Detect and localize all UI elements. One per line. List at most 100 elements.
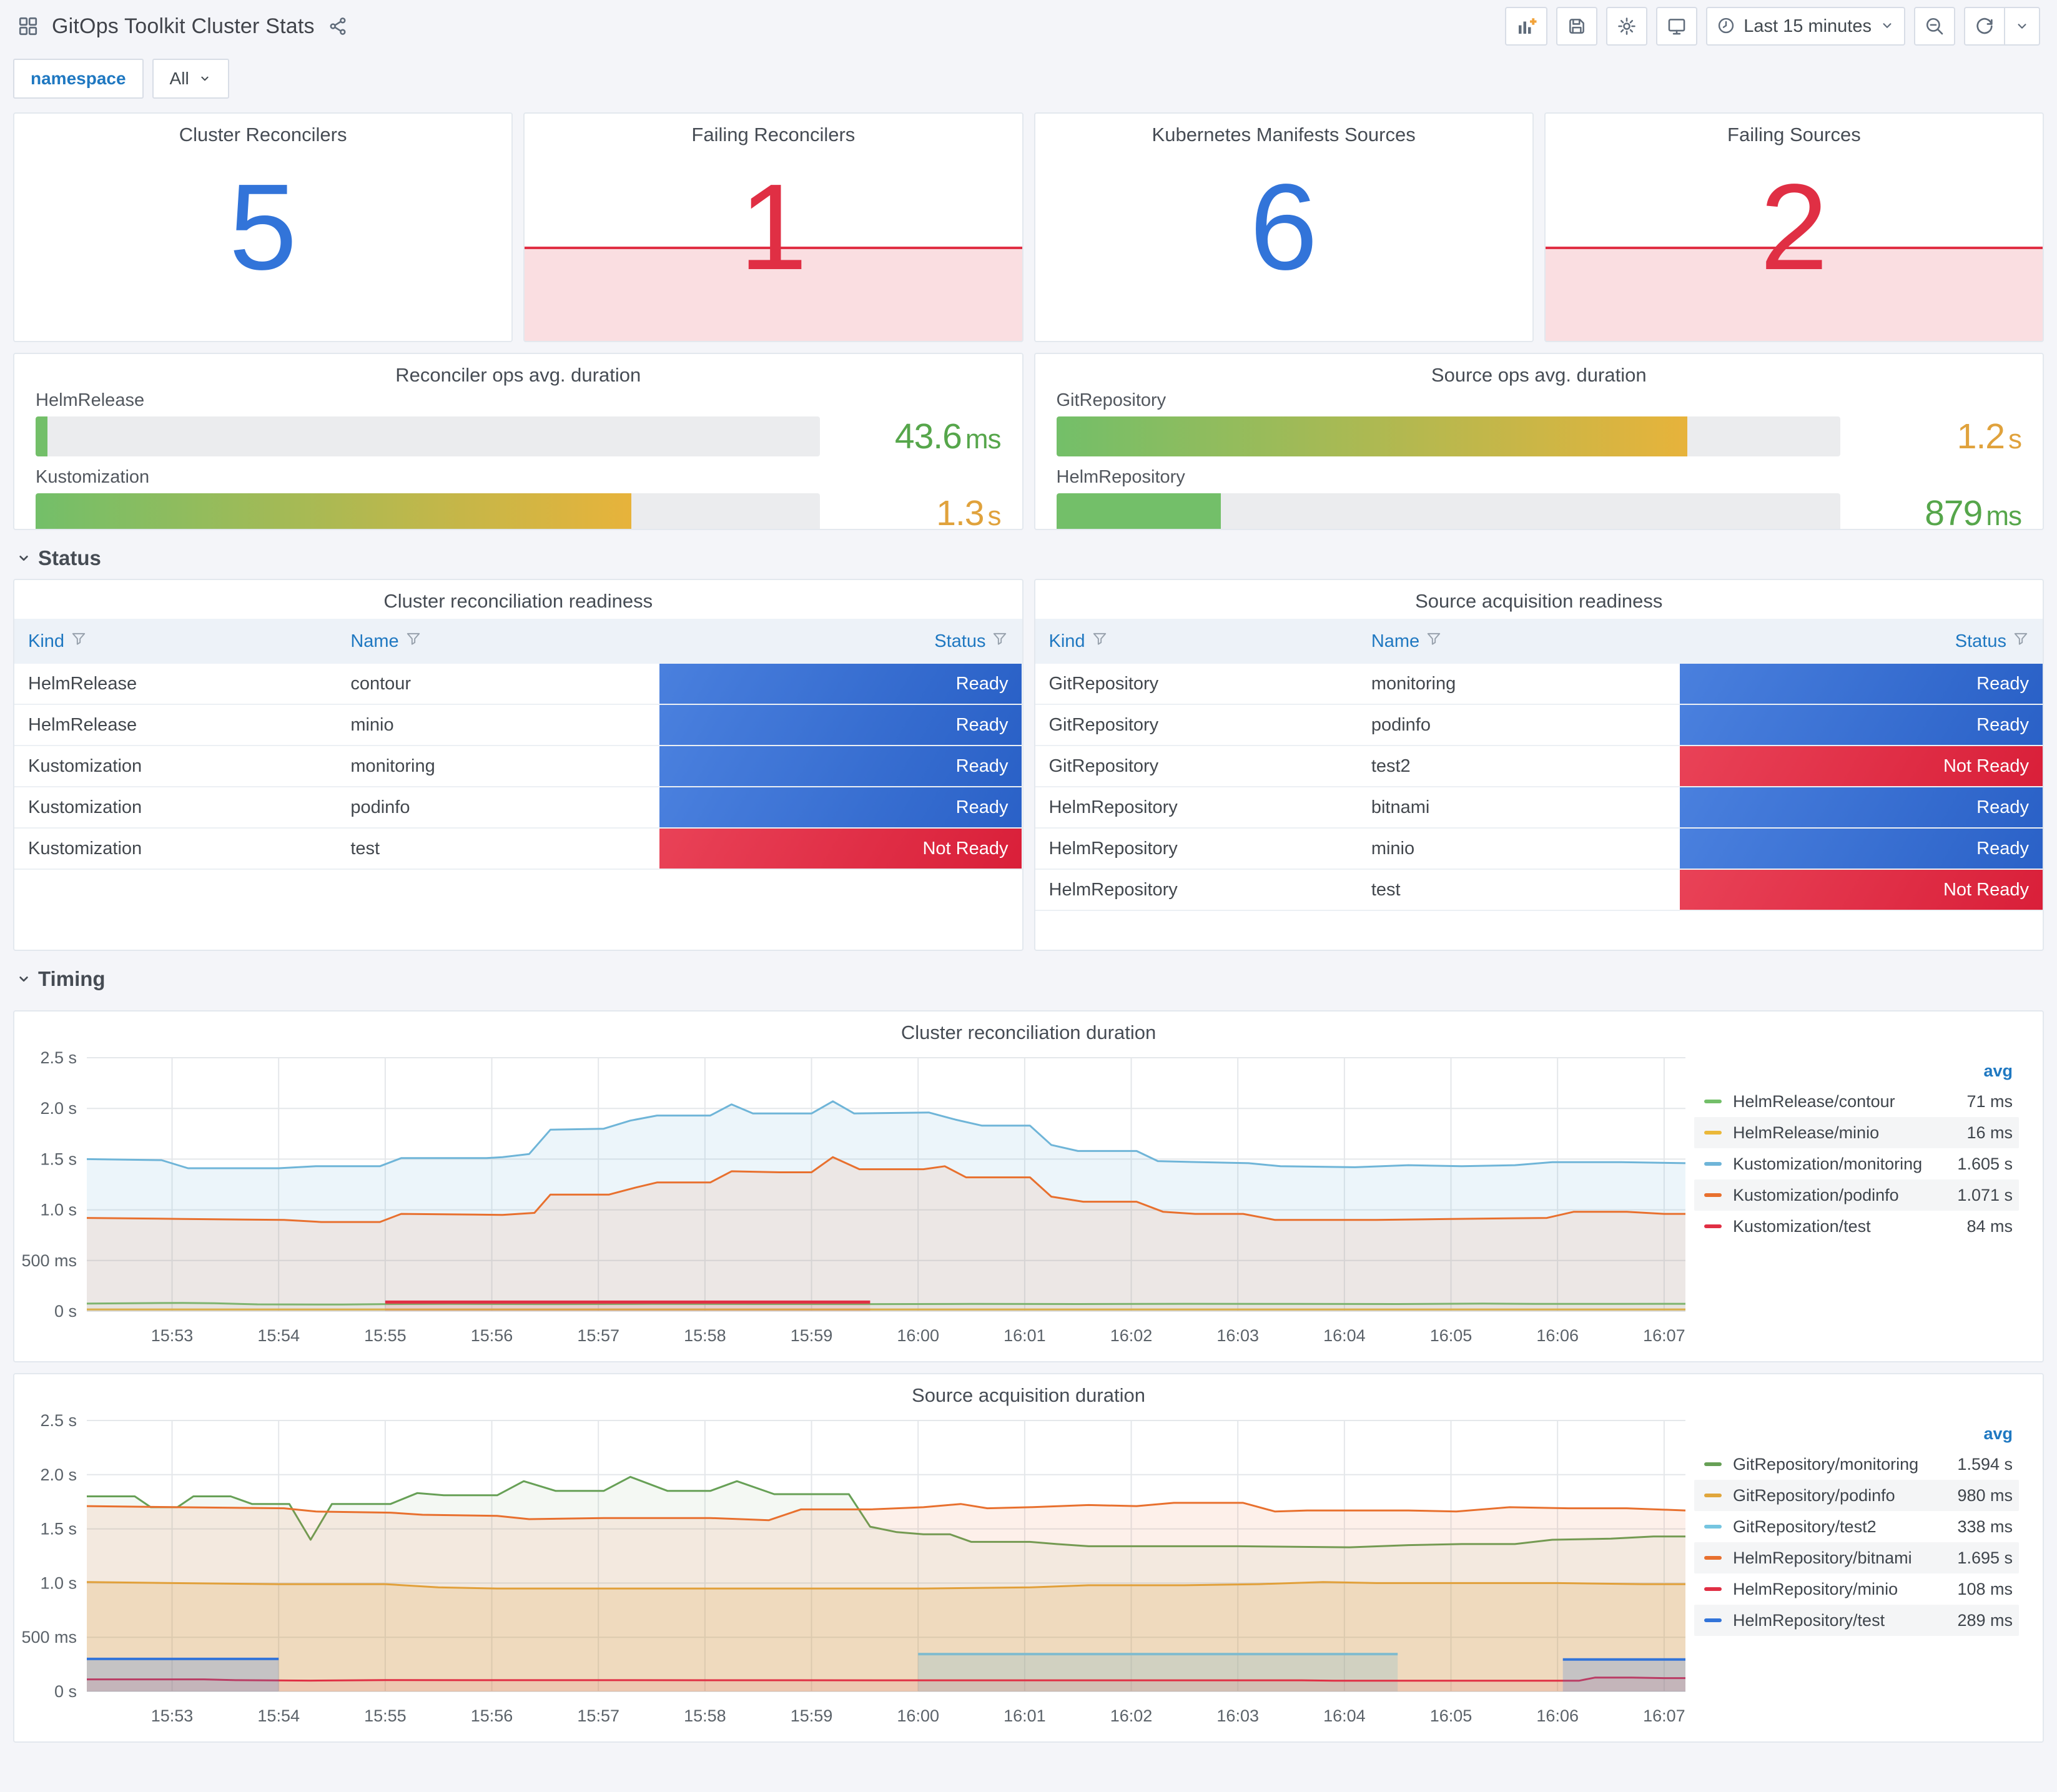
- legend-item[interactable]: Kustomization/podinfo 1.071 s: [1694, 1179, 2019, 1211]
- bar-gauge-panel: Reconciler ops avg. duration HelmRelease 4…: [13, 353, 1024, 530]
- stat-panel: Cluster Reconcilers 5: [13, 112, 513, 342]
- chart-plot-area[interactable]: 0 s 500 ms 1.0 s 1.5 s 2.0 s 2.5 s 15:53 15:54 1…: [14, 1407, 1694, 1736]
- stat-panel: Kubernetes Manifests Sources 6: [1033, 112, 1534, 342]
- svg-text:15:54: 15:54: [257, 1326, 300, 1345]
- share-icon[interactable]: [327, 16, 348, 37]
- legend-series-name: GitRepository/monitoring: [1733, 1454, 1919, 1474]
- cell-name: monitoring: [350, 756, 435, 776]
- section-status[interactable]: Status: [13, 530, 2044, 579]
- legend-item[interactable]: HelmRepository/minio 108 ms: [1694, 1573, 2019, 1605]
- legend-item[interactable]: GitRepository/podinfo 980 ms: [1694, 1480, 2019, 1511]
- cell-name: minio: [350, 714, 394, 735]
- dashboard-settings-button[interactable]: [1606, 7, 1648, 46]
- svg-text:16:06: 16:06: [1536, 1326, 1579, 1345]
- legend-avg-header[interactable]: avg: [1983, 1424, 2013, 1443]
- cell-kind: GitRepository: [1048, 673, 1159, 694]
- chart-plot-area[interactable]: 0 s 500 ms 1.0 s 1.5 s 2.0 s 2.5 s 15:53 15:54 1…: [14, 1044, 1694, 1356]
- cell-status: Ready: [1680, 829, 2043, 869]
- legend-item[interactable]: HelmRelease/contour 71 ms: [1694, 1086, 2019, 1117]
- table-header-name[interactable]: Name: [337, 631, 659, 652]
- stat-value-wrap: 1: [525, 114, 1022, 341]
- gauge-track: [1056, 416, 1840, 456]
- table-row: HelmRepository bitnami Ready: [1035, 787, 2043, 829]
- save-dashboard-button[interactable]: [1556, 7, 1598, 46]
- cell-name: contour: [350, 673, 412, 694]
- chevron-down-icon: [19, 976, 28, 982]
- namespace-variable-value[interactable]: All: [152, 59, 229, 99]
- svg-text:16:00: 16:00: [897, 1326, 939, 1345]
- legend-series-avg: 84 ms: [1966, 1216, 2013, 1236]
- legend-item[interactable]: HelmRepository/test 289 ms: [1694, 1605, 2019, 1636]
- table-row: HelmRelease contour Ready: [14, 664, 1022, 705]
- table-body: GitRepository monitoring Ready GitRepositor…: [1035, 664, 2043, 911]
- table-header-row: Kind Name Status: [14, 619, 1022, 664]
- gauge-panels-row: Reconciler ops avg. duration HelmRelease 4…: [13, 353, 2044, 530]
- legend-item[interactable]: Kustomization/monitoring 1.605 s: [1694, 1148, 2019, 1179]
- svg-text:0 s: 0 s: [54, 1682, 77, 1701]
- namespace-variable-label[interactable]: namespace: [13, 59, 144, 99]
- status-tables-row: Cluster reconciliation readiness Kind Name…: [13, 579, 2044, 951]
- legend-avg-header[interactable]: avg: [1983, 1061, 2013, 1080]
- svg-text:2.0 s: 2.0 s: [40, 1465, 77, 1484]
- zoom-out-button[interactable]: [1914, 7, 1955, 46]
- section-timing[interactable]: Timing: [13, 951, 2044, 1000]
- gauge-row-gitrepository: GitRepository 1.2 s: [1056, 390, 2022, 457]
- legend-series-name: Kustomization/test: [1733, 1216, 1871, 1236]
- refresh-button[interactable]: [1964, 7, 2005, 46]
- chart-title: Cluster reconciliation duration: [900, 1022, 1157, 1043]
- legend-item[interactable]: GitRepository/test2 338 ms: [1694, 1511, 2019, 1542]
- table-header-kind[interactable]: Kind: [14, 631, 337, 652]
- svg-text:16:06: 16:06: [1536, 1706, 1579, 1725]
- svg-text:15:58: 15:58: [684, 1326, 726, 1345]
- readiness-table: Kind Name Status GitRepository monitoring Rea…: [1035, 619, 2043, 911]
- gauge-value: 1.2 s: [1956, 416, 2022, 456]
- section-status-title: Status: [38, 546, 101, 569]
- table-header-name[interactable]: Name: [1358, 631, 1680, 652]
- refresh-interval-button[interactable]: [2005, 7, 2040, 46]
- gauge-label: GitRepository: [1056, 390, 1167, 410]
- legend-series-avg: 71 ms: [1966, 1091, 2013, 1111]
- legend-series-color: [1704, 1131, 1722, 1135]
- kiosk-mode-button[interactable]: [1656, 7, 1698, 46]
- table-panel-title: Cluster reconciliation readiness: [383, 590, 653, 612]
- svg-text:500 ms: 500 ms: [21, 1628, 77, 1647]
- table-row: HelmRelease minio Ready: [14, 705, 1022, 746]
- stat-sparkline-line: [1545, 246, 2043, 249]
- gauge-bar-line: 879 ms: [1056, 493, 2022, 530]
- svg-text:16:05: 16:05: [1430, 1706, 1472, 1725]
- legend-series-name: Kustomization/monitoring: [1733, 1154, 1923, 1173]
- gauge-fill: [1056, 493, 1221, 529]
- legend-series-avg: 338 ms: [1957, 1517, 2013, 1536]
- legend-series-color: [1704, 1224, 1722, 1228]
- timing-charts: Cluster reconciliation duration 0 s 500 ms…: [13, 1010, 2044, 1743]
- legend-series-color: [1704, 1556, 1722, 1560]
- table-header-status[interactable]: Status: [659, 631, 1022, 652]
- table-panel-title: Source acquisition readiness: [1415, 590, 1663, 612]
- add-panel-button[interactable]: [1505, 7, 1548, 46]
- legend-item[interactable]: GitRepository/monitoring 1.594 s: [1694, 1449, 2019, 1480]
- legend-series-avg: 1.071 s: [1957, 1185, 2013, 1204]
- gauge-value: 1.3 s: [936, 493, 1001, 530]
- table-header-status[interactable]: Status: [1680, 631, 2043, 652]
- gauge-value: 879 ms: [1925, 493, 2022, 530]
- svg-text:16:01: 16:01: [1004, 1706, 1046, 1725]
- time-range-picker[interactable]: Last 15 minutes: [1706, 7, 1905, 46]
- table-header-kind[interactable]: Kind: [1035, 631, 1358, 652]
- legend-series-color: [1704, 1162, 1722, 1166]
- stat-sparkline-fill: [525, 247, 1022, 341]
- legend-item[interactable]: HelmRepository/bitnami 1.695 s: [1694, 1542, 2019, 1573]
- chart-flex: 0 s 500 ms 1.0 s 1.5 s 2.0 s 2.5 s 15:53 15:54 1…: [14, 1407, 2043, 1736]
- filter-funnel-icon: [992, 631, 1008, 652]
- legend-series-avg: 1.695 s: [1957, 1548, 2013, 1567]
- legend-item[interactable]: Kustomization/test 84 ms: [1694, 1211, 2019, 1242]
- chevron-down-icon: [201, 76, 209, 81]
- table-panel: Source acquisition readiness Kind Name Stat…: [1033, 579, 2044, 951]
- cell-name: test: [1371, 879, 1401, 900]
- page-title: GitOps Toolkit Cluster Stats: [52, 14, 315, 38]
- gauge-fill: [36, 416, 47, 456]
- stat-panel-title: Kubernetes Manifests Sources: [1152, 124, 1416, 145]
- stat-value: 1: [739, 159, 807, 295]
- legend-item[interactable]: HelmRelease/minio 16 ms: [1694, 1117, 2019, 1148]
- gauge-label: HelmRelease: [36, 390, 145, 410]
- stat-value-wrap: 5: [14, 114, 511, 341]
